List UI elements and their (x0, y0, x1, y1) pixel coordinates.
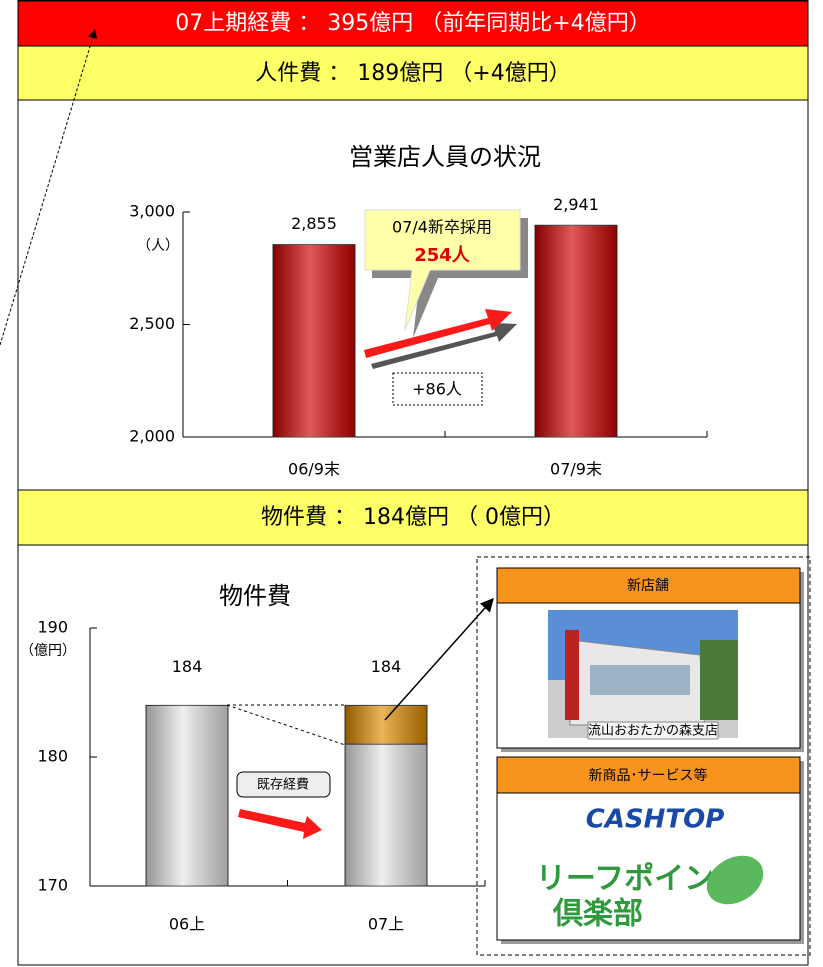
trend-arrow (364, 309, 512, 358)
value-label: 2,941 (553, 195, 599, 214)
total-label: 184 (371, 657, 402, 676)
leaf-icon (706, 855, 764, 905)
y-tick-label: 3,000 (129, 202, 175, 221)
trend-arrow (238, 809, 322, 839)
y-axis-label: （人） (137, 238, 179, 254)
legend-box (236, 771, 331, 798)
panel-title: 新商品･サービス等 (589, 767, 708, 784)
panel-header (496, 567, 801, 604)
panel-title: 新店舗 (627, 578, 669, 594)
y-tick-label: 180 (37, 747, 68, 766)
total-label: 184 (172, 657, 203, 676)
x-tick-label: 07上 (368, 915, 404, 934)
change-label: +86人 (412, 380, 462, 399)
x-tick-label: 06/9末 (288, 460, 340, 479)
change-box (392, 372, 483, 406)
bar-sheen (345, 744, 427, 886)
pointer-line (384, 597, 494, 721)
branch-photo (548, 610, 738, 738)
caption-box (587, 721, 719, 740)
callout-title: 07/4新卒採用 (392, 218, 492, 237)
logo: CASHTOP (586, 805, 725, 835)
y-tick-label: 2,500 (129, 314, 175, 333)
value-label: 2,855 (291, 214, 337, 233)
x-tick-label: 07/9末 (550, 460, 602, 479)
arrow-shadow (371, 323, 517, 369)
x-tick-label: 06上 (169, 915, 205, 934)
section-title: 物件費 ： 184億円 （ 0億円） (261, 505, 565, 530)
y-tick-label: 170 (37, 876, 68, 895)
chart-title: 物件費 (219, 582, 291, 610)
bar-sheen (146, 705, 228, 886)
callout (364, 209, 521, 331)
side-panel (476, 556, 811, 956)
section-bar (17, 45, 809, 101)
photo-caption: 流山おおたかの森支店 (588, 724, 718, 739)
connector (226, 704, 346, 746)
y-tick-label: 190 (37, 618, 68, 637)
header-bar (17, 0, 809, 47)
panel-header (496, 756, 801, 794)
logo: 倶楽部 (552, 897, 643, 932)
callout-value: 254人 (414, 245, 471, 266)
header-title: 07上期経費 ： 395億円 （前年同期比+4億円） (175, 11, 650, 36)
bar-sheen (535, 225, 617, 437)
bar-sheen (273, 244, 355, 437)
y-axis-label: （億円） (20, 643, 76, 659)
y-tick-label: 2,000 (129, 427, 175, 446)
series-label: 既存経費 (257, 778, 309, 793)
chart-title: 営業店人員の状況 (349, 143, 541, 171)
section-bar (17, 489, 809, 546)
section-title: 人件費 ： 189億円 （+4億円） (255, 61, 570, 86)
bar-sheen (345, 705, 427, 745)
